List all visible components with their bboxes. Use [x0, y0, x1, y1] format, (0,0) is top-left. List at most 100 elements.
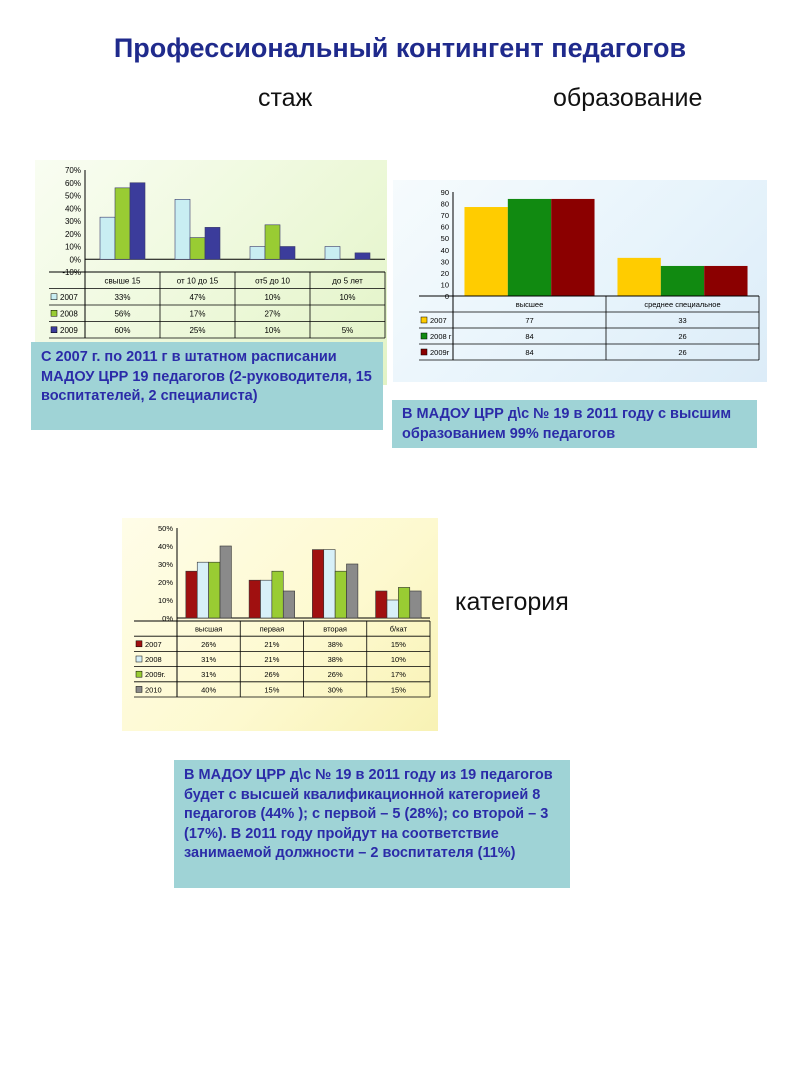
y-tick-label: 60: [441, 223, 449, 232]
x-tick-label: среднее специальное: [644, 300, 720, 309]
y-tick-label: 30%: [65, 217, 81, 226]
bar: [248, 579, 261, 619]
data-label: 26: [678, 348, 686, 357]
chart-stazh: 70%60%50%40%30%20%10%0%-10%свыше 15 от 10…: [49, 166, 386, 339]
data-label: 10%: [339, 293, 355, 302]
y-tick-label: 20: [441, 269, 449, 278]
y-tick-label: 80: [441, 200, 449, 209]
data-label: 27%: [264, 309, 280, 318]
bar: [189, 237, 206, 260]
bar: [219, 545, 232, 619]
bar: [354, 252, 371, 260]
bar: [346, 563, 359, 619]
bar: [312, 549, 325, 619]
y-tick-label: 30: [441, 257, 449, 266]
bar: [114, 187, 131, 260]
data-label: 84: [525, 348, 533, 357]
bar: [204, 227, 221, 260]
data-label: 15%: [391, 640, 406, 649]
data-label: 38%: [328, 640, 343, 649]
legend-swatch: [135, 686, 143, 693]
x-tick-label: высшее: [516, 300, 543, 309]
x-tick-label: от 10 до 15: [177, 277, 219, 286]
chart-panel-obrazovanie: 9080706050403020100высшеесреднее специал…: [393, 180, 767, 382]
bar: [249, 246, 266, 260]
y-tick-label: 40: [441, 246, 449, 255]
bar: [660, 265, 705, 296]
y-tick-label: 50%: [65, 192, 81, 201]
y-tick-label: 90: [441, 188, 449, 197]
data-label: 5%: [342, 326, 354, 335]
data-label: 26%: [264, 670, 279, 679]
data-label: 10%: [264, 326, 280, 335]
y-tick-label: 50%: [158, 524, 173, 533]
x-tick-label: первая: [260, 625, 285, 634]
legend-swatch: [135, 670, 143, 678]
label-obrazovanie: образование: [553, 84, 703, 112]
label-stazh: стаж: [258, 84, 313, 112]
data-label: 38%: [328, 655, 343, 664]
legend-swatch: [420, 332, 428, 340]
y-tick-label: 0%: [162, 614, 173, 623]
note-obrazovanie: В МАДОУ ЦРР д\с № 19 в 2011 году с высши…: [392, 400, 757, 448]
bar: [282, 590, 295, 619]
legend-swatch: [420, 316, 428, 324]
y-tick-label: 70%: [65, 166, 81, 175]
data-label: 33: [678, 316, 686, 325]
data-label: 10%: [391, 655, 406, 664]
data-label: 25%: [189, 326, 205, 335]
data-label: 15%: [264, 685, 279, 694]
data-label: 40%: [201, 685, 216, 694]
bar: [617, 257, 661, 296]
bar: [464, 207, 508, 296]
legend-label: 2008: [60, 309, 78, 318]
page-title: Профессиональный контингент педагогов: [113, 33, 687, 63]
bar: [208, 561, 221, 619]
bar: [704, 265, 748, 296]
legend-swatch: [135, 655, 143, 663]
y-tick-label: 70: [441, 211, 449, 220]
data-label: 31%: [201, 670, 216, 679]
data-label: 26%: [328, 670, 343, 679]
data-label: 30%: [328, 685, 343, 694]
legend-label: 2009г: [430, 348, 450, 357]
legend-label: 2007: [60, 293, 78, 302]
bar: [324, 246, 341, 260]
bar: [174, 199, 191, 260]
data-label: 17%: [391, 670, 406, 679]
bar: [129, 182, 146, 260]
data-label: 26%: [201, 640, 216, 649]
legend-label: 2008: [145, 655, 162, 664]
x-tick-label: б/кат: [390, 625, 408, 634]
data-label: 56%: [114, 309, 130, 318]
data-label: 26: [678, 332, 686, 341]
bar: [551, 198, 595, 296]
bar: [375, 590, 388, 619]
legend-label: 2009: [60, 326, 78, 335]
y-tick-label: 20%: [158, 578, 173, 587]
y-tick-label: 40%: [158, 542, 173, 551]
bar: [386, 599, 399, 619]
bar: [185, 570, 198, 619]
legend-label: 2009г.: [145, 670, 166, 679]
note-stazh: С 2007 г. по 2011 г в штатном расписании…: [31, 342, 383, 430]
bar: [398, 587, 411, 619]
data-label: 47%: [189, 293, 205, 302]
data-label: 33%: [114, 293, 130, 302]
data-label: 31%: [201, 655, 216, 664]
legend-label: 2008 г: [430, 332, 452, 341]
bar: [323, 549, 336, 619]
bar: [279, 246, 296, 260]
chart-panel-kategoriya: 50% 40% 30% 20% 10% 0% высшая первая вторая б/кат…: [122, 518, 438, 731]
legend-swatch: [50, 326, 58, 333]
bar: [334, 570, 347, 619]
legend-label: 2007: [145, 640, 162, 649]
legend-label: 2007: [430, 316, 447, 325]
data-label: 10%: [264, 293, 280, 302]
bar: [507, 198, 552, 296]
legend-label: 2010: [145, 685, 162, 694]
y-tick-label: 40%: [65, 204, 81, 213]
y-tick-label: 30%: [158, 560, 173, 569]
data-label: 15%: [391, 685, 406, 694]
bar: [271, 570, 284, 619]
